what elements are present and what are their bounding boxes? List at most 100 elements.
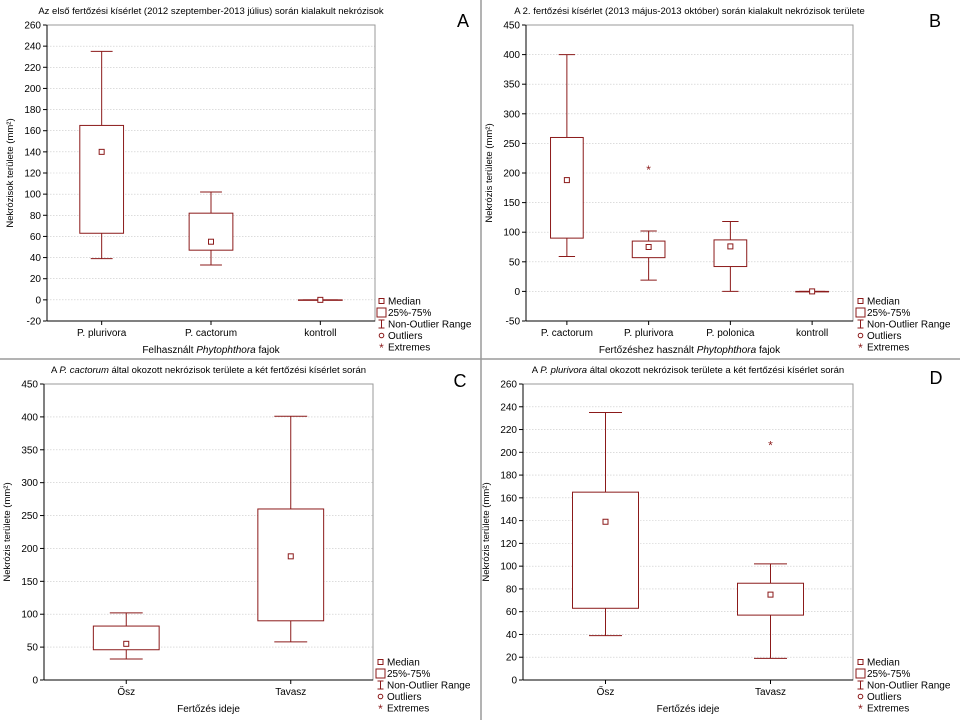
legend-iqr-symbol: [855, 307, 866, 318]
legend-median-label: Median: [388, 297, 421, 308]
chart-title-part: A: [532, 365, 540, 376]
y-tick-label: 100: [21, 610, 38, 621]
panel-letter: B: [929, 11, 941, 31]
chart-panel-c: A P. cactorum által okozott nekrózisok t…: [2, 365, 471, 716]
y-tick-label: 40: [30, 253, 42, 264]
x-axis-label-part: fajok: [756, 345, 781, 356]
y-tick-label: 180: [24, 105, 41, 116]
legend-extremes-label: Extremes: [867, 704, 909, 715]
x-axis-label-part: Phytophthora: [697, 345, 757, 356]
x-tick-label: kontroll: [304, 328, 336, 339]
y-axis-label: Nekrózis területe (mm²): [2, 482, 13, 581]
legend-outlier-symbol: [857, 693, 864, 700]
y-tick-label: 350: [503, 80, 520, 91]
y-tick-label: -20: [27, 317, 42, 328]
y-tick-label: 180: [500, 471, 517, 482]
x-axis-label-part: Felhasznált: [142, 345, 196, 356]
y-tick-label: 260: [24, 21, 41, 32]
legend-extremes-label: Extremes: [388, 343, 430, 354]
legend-outlier-symbol: [377, 693, 384, 700]
legend-outliers-label: Outliers: [867, 331, 901, 342]
chart-title-part: A 2. fertőzési kísérlet (2013 május-2013…: [514, 6, 865, 17]
y-tick-label: 200: [21, 544, 38, 555]
legend-iqr-label: 25%-75%: [387, 669, 430, 680]
median-marker: [563, 177, 570, 184]
legend-extremes-label: Extremes: [387, 704, 429, 715]
legend-median-symbol: [377, 659, 384, 665]
y-tick-label: 120: [24, 169, 41, 180]
box-iqr: [257, 508, 325, 622]
y-tick-label: 450: [21, 380, 38, 391]
box-group: P. cactorum: [541, 54, 593, 339]
legend-median-symbol: [857, 659, 864, 665]
legend-iqr-symbol: [855, 668, 866, 679]
y-tick-label: 200: [500, 448, 517, 459]
y-tick-label: 0: [35, 295, 41, 306]
chart-title: A P. cactorum által okozott nekrózisok t…: [51, 365, 366, 376]
y-tick-label: 250: [21, 511, 38, 522]
x-tick-label: Ősz: [597, 684, 615, 698]
y-tick-label: 300: [21, 478, 38, 489]
legend-outliers-label: Outliers: [867, 692, 901, 703]
chart-title-part: A: [51, 365, 59, 376]
x-tick-label: P. cactorum: [541, 328, 593, 339]
median-marker: [98, 148, 105, 155]
chart-title-part: által okozott nekrózisok területe a két …: [587, 365, 844, 376]
y-tick-label: 220: [500, 425, 517, 436]
y-tick-label: 240: [500, 402, 517, 413]
y-tick-label: 150: [503, 198, 520, 209]
median-marker: [645, 244, 652, 250]
chart-title-part: által okozott nekrózisok területe a két …: [109, 365, 366, 376]
legend-iqr-symbol: [375, 668, 386, 679]
legend-range-label: Non-Outlier Range: [388, 320, 472, 331]
box-group: P. plurivora *: [624, 163, 674, 339]
y-tick-label: 160: [24, 126, 41, 137]
legend-outliers-label: Outliers: [387, 692, 421, 703]
panel-letter: D: [930, 368, 943, 388]
box-group: Tavasz *: [737, 438, 804, 698]
x-axis-label: Fertőzéshez használt Phytophthora fajok: [599, 345, 781, 356]
y-tick-label: -50: [506, 317, 521, 328]
x-tick-label: P. cactorum: [185, 328, 237, 339]
legend-median-symbol: [378, 298, 385, 304]
x-tick-label: P. plurivora: [624, 328, 674, 339]
median-marker: [767, 591, 774, 598]
y-tick-label: 250: [503, 139, 520, 150]
x-axis-label-part: Fertőzéshez használt: [599, 345, 697, 356]
legend-extremes-label: Extremes: [867, 343, 909, 354]
x-axis-label-part: Fertőzés ideje: [177, 704, 240, 715]
y-tick-label: 40: [506, 630, 518, 641]
box-group: Tavasz: [257, 415, 325, 698]
legend-median-label: Median: [387, 658, 420, 669]
legend-extreme-symbol: *: [858, 702, 863, 716]
y-tick-label: 160: [500, 493, 517, 504]
x-axis-label-part: fajok: [256, 345, 281, 356]
x-axis-label: Felhasznált Phytophthora fajok: [142, 345, 280, 356]
chart-title-part: P. plurivora: [540, 365, 587, 376]
legend-iqr-symbol: [376, 307, 387, 318]
y-tick-label: 20: [30, 274, 42, 285]
y-tick-label: 100: [503, 228, 520, 239]
x-tick-label: kontroll: [796, 328, 828, 339]
y-tick-label: 260: [500, 380, 517, 391]
legend-median-label: Median: [867, 297, 900, 308]
y-tick-label: 60: [30, 232, 42, 243]
legend-iqr-label: 25%-75%: [867, 669, 910, 680]
y-tick-label: 140: [500, 516, 517, 527]
x-tick-label: Tavasz: [755, 687, 786, 698]
median-marker: [208, 238, 214, 245]
chart-title-part: Az első fertőzési kísérlet (2012 szeptem…: [38, 6, 384, 17]
legend-extreme-symbol: *: [858, 341, 863, 355]
box-iqr: [572, 491, 639, 609]
box-group: Ősz: [572, 411, 639, 698]
median-marker: [123, 640, 130, 647]
legend-median-symbol: [857, 298, 864, 304]
box-group: P. cactorum: [185, 191, 237, 339]
y-tick-label: 0: [32, 676, 38, 687]
panel-letter: C: [454, 371, 467, 391]
box-iqr: [737, 582, 804, 616]
x-axis-label: Fertőzés ideje: [657, 704, 720, 715]
y-tick-label: 240: [24, 42, 41, 53]
